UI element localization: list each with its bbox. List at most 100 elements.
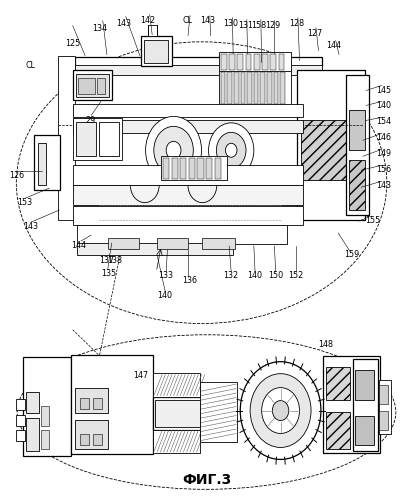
Bar	[380, 410, 389, 430]
Bar	[153, 397, 202, 430]
Text: 149: 149	[376, 149, 391, 158]
Bar	[75, 420, 108, 450]
Bar	[23, 356, 71, 456]
Text: 159: 159	[344, 250, 359, 260]
Bar	[71, 354, 153, 454]
Bar	[234, 72, 239, 104]
Bar	[41, 406, 49, 425]
Bar	[75, 56, 322, 66]
Bar	[349, 160, 365, 210]
Text: 155: 155	[366, 216, 381, 224]
Bar	[229, 54, 235, 70]
Bar	[26, 392, 38, 412]
Bar	[180, 158, 186, 179]
Circle shape	[216, 132, 246, 168]
Text: 131: 131	[238, 21, 253, 30]
Bar	[17, 414, 25, 426]
Text: 143: 143	[23, 222, 38, 230]
Circle shape	[145, 116, 202, 184]
Text: 135: 135	[101, 270, 116, 278]
Text: 130: 130	[223, 18, 238, 28]
Bar	[241, 72, 245, 104]
Circle shape	[240, 362, 321, 460]
Bar	[155, 400, 199, 427]
Bar	[189, 158, 195, 179]
Bar	[221, 72, 225, 104]
Bar	[280, 72, 285, 104]
Circle shape	[225, 144, 237, 158]
Bar	[41, 430, 49, 450]
Bar	[17, 430, 25, 442]
Bar	[267, 72, 271, 104]
Bar	[76, 122, 96, 156]
Bar	[26, 418, 38, 452]
Bar	[17, 398, 25, 409]
Bar	[273, 72, 278, 104]
Text: 154: 154	[376, 117, 391, 126]
Bar	[78, 78, 95, 94]
Bar	[197, 158, 204, 179]
Text: 29: 29	[85, 116, 95, 125]
Bar	[73, 104, 303, 118]
Bar	[73, 185, 303, 205]
Text: 133: 133	[158, 272, 173, 280]
Bar	[73, 206, 303, 225]
Bar	[200, 382, 237, 442]
Bar	[73, 70, 112, 101]
Text: 140: 140	[376, 101, 391, 110]
Text: 129: 129	[265, 21, 280, 30]
Bar	[73, 118, 122, 160]
Circle shape	[166, 142, 181, 160]
Bar	[254, 54, 260, 70]
Bar	[237, 54, 243, 70]
Bar	[206, 158, 212, 179]
Text: 132: 132	[223, 272, 239, 280]
Text: 140: 140	[247, 272, 263, 280]
Bar	[221, 54, 227, 70]
Bar	[349, 110, 365, 150]
Bar	[262, 54, 268, 70]
Bar	[93, 398, 102, 408]
Text: 143: 143	[116, 18, 131, 28]
Bar	[153, 430, 200, 454]
Bar	[75, 64, 322, 76]
Bar	[141, 36, 171, 66]
Text: 126: 126	[9, 170, 24, 179]
Bar	[58, 56, 75, 220]
Bar	[97, 78, 105, 94]
Bar	[108, 238, 139, 249]
Text: 142: 142	[140, 16, 156, 25]
Text: 144: 144	[327, 41, 342, 50]
Bar	[301, 120, 349, 180]
Circle shape	[209, 123, 254, 178]
Text: 148: 148	[318, 340, 333, 349]
Bar	[161, 156, 227, 180]
Bar	[163, 158, 169, 179]
Bar	[73, 165, 303, 185]
Text: ФИГ.3: ФИГ.3	[182, 474, 231, 488]
Bar	[261, 72, 265, 104]
Ellipse shape	[17, 42, 387, 324]
Bar	[93, 434, 102, 446]
Ellipse shape	[17, 335, 396, 490]
Bar	[355, 370, 375, 400]
Bar	[297, 70, 365, 220]
Bar	[77, 225, 287, 244]
Circle shape	[250, 374, 311, 448]
Bar	[278, 54, 284, 70]
Text: 127: 127	[307, 28, 322, 38]
Text: 125: 125	[65, 38, 81, 48]
Bar	[202, 238, 235, 249]
Bar	[219, 70, 291, 106]
Bar	[73, 120, 303, 134]
Bar	[76, 74, 109, 98]
Bar	[80, 398, 89, 408]
Bar	[144, 40, 168, 62]
Circle shape	[272, 400, 289, 420]
Text: 140: 140	[157, 292, 172, 300]
Circle shape	[154, 126, 193, 174]
Text: 158: 158	[252, 21, 267, 30]
Text: CL: CL	[25, 61, 36, 70]
Text: 153: 153	[17, 198, 32, 206]
Bar	[326, 412, 350, 450]
